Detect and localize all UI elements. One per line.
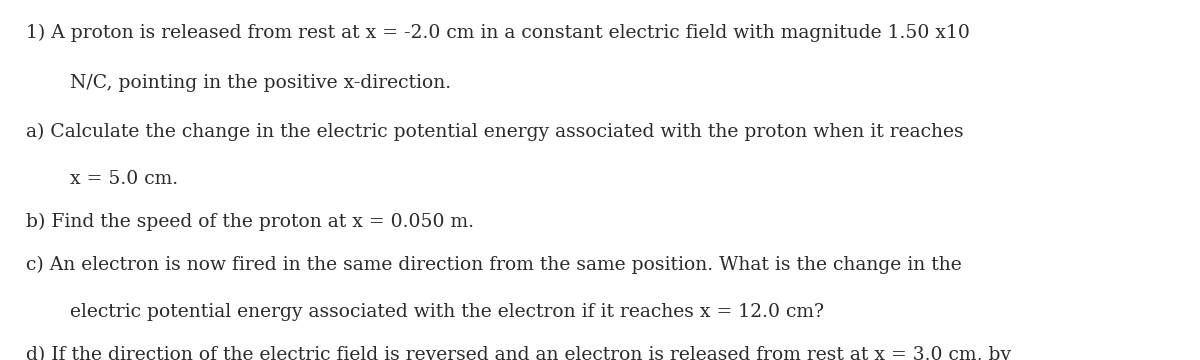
Text: a) Calculate the change in the electric potential energy associated with the pro: a) Calculate the change in the electric …: [26, 122, 964, 141]
Text: x = 5.0 cm.: x = 5.0 cm.: [70, 170, 178, 188]
Text: electric potential energy associated with the electron if it reaches x = 12.0 cm: electric potential energy associated wit…: [70, 303, 823, 321]
Text: N/C, pointing in the positive x-direction.: N/C, pointing in the positive x-directio…: [70, 74, 451, 92]
Text: c) An electron is now fired in the same direction from the same position. What i: c) An electron is now fired in the same …: [26, 256, 962, 274]
Text: b) Find the speed of the proton at x = 0.050 m.: b) Find the speed of the proton at x = 0…: [26, 212, 474, 231]
Text: d) If the direction of the electric field is reversed and an electron is release: d) If the direction of the electric fiel…: [26, 346, 1012, 360]
Text: 1) A proton is released from rest at x = -2.0 cm in a constant electric field wi: 1) A proton is released from rest at x =…: [26, 23, 971, 42]
